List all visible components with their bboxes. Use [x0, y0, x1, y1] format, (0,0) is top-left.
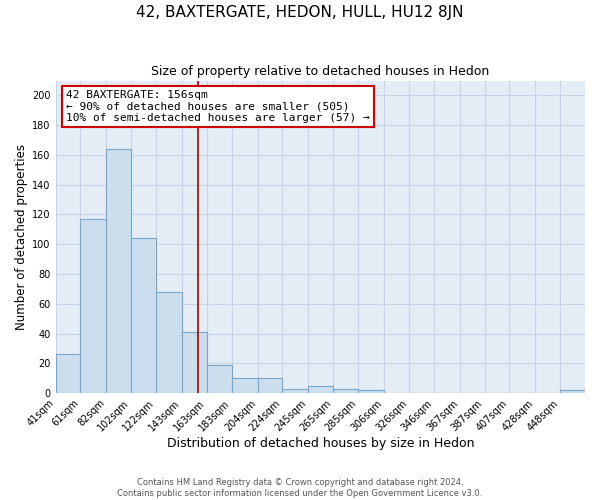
Text: 42, BAXTERGATE, HEDON, HULL, HU12 8JN: 42, BAXTERGATE, HEDON, HULL, HU12 8JN: [136, 5, 464, 20]
Bar: [358, 390, 384, 393]
Text: 42 BAXTERGATE: 156sqm
← 90% of detached houses are smaller (505)
10% of semi-det: 42 BAXTERGATE: 156sqm ← 90% of detached …: [66, 90, 370, 123]
Bar: [156, 292, 182, 393]
Bar: [560, 390, 585, 393]
Bar: [106, 149, 131, 393]
Bar: [308, 386, 333, 393]
Bar: [80, 219, 106, 393]
Bar: [182, 332, 207, 393]
Bar: [131, 238, 156, 393]
Bar: [207, 365, 232, 393]
Y-axis label: Number of detached properties: Number of detached properties: [15, 144, 28, 330]
Bar: [56, 354, 80, 393]
Bar: [283, 388, 308, 393]
Bar: [232, 378, 257, 393]
Text: Contains HM Land Registry data © Crown copyright and database right 2024.
Contai: Contains HM Land Registry data © Crown c…: [118, 478, 482, 498]
Title: Size of property relative to detached houses in Hedon: Size of property relative to detached ho…: [151, 65, 490, 78]
X-axis label: Distribution of detached houses by size in Hedon: Distribution of detached houses by size …: [167, 437, 474, 450]
Bar: [333, 388, 358, 393]
Bar: [257, 378, 283, 393]
